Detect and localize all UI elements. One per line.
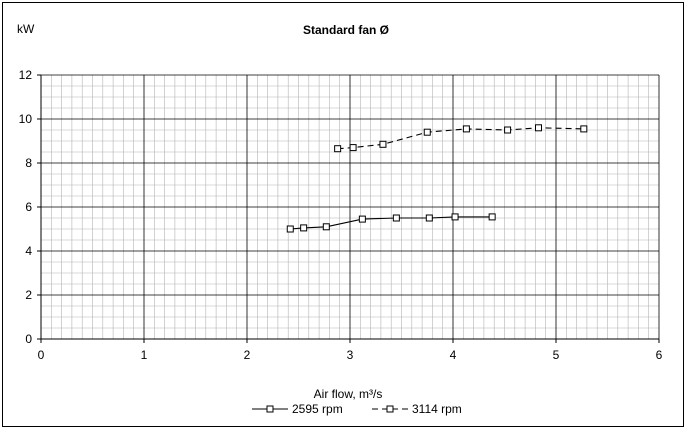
chart-title: Standard fan Ø: [303, 23, 389, 37]
data-point: [286, 225, 294, 233]
x-tick-label: 5: [553, 348, 560, 362]
series-line-2: [337, 127, 584, 150]
y-axis-label: kW: [17, 22, 35, 36]
y-tick-label: 6: [25, 200, 32, 214]
y-tick-label: 8: [25, 156, 32, 170]
x-tick-label: 1: [141, 348, 148, 362]
x-axis-label: Air flow, m³/s: [314, 387, 383, 401]
data-point: [462, 125, 470, 133]
data-point: [504, 126, 512, 134]
series-line-1: [290, 216, 493, 230]
chart-frame: [2, 2, 684, 427]
data-point: [423, 128, 431, 136]
data-point: [334, 145, 342, 153]
x-tick-label: 0: [38, 348, 45, 362]
legend-label-2: 3114 rpm: [412, 402, 462, 416]
data-point: [392, 214, 400, 222]
legend-label-1: 2595 rpm: [292, 402, 343, 416]
data-point: [349, 144, 357, 152]
data-point: [534, 124, 542, 132]
data-point: [379, 140, 387, 148]
data-point: [580, 125, 588, 133]
y-tick-label: 10: [19, 112, 33, 126]
y-tick-label: 0: [25, 332, 32, 346]
y-tick-label: 12: [19, 68, 33, 82]
data-point: [358, 215, 366, 223]
x-tick-label: 4: [450, 348, 457, 362]
legend-marker-1: [266, 405, 274, 413]
data-point: [300, 224, 308, 232]
axes: [37, 74, 660, 343]
y-tick-label: 4: [25, 244, 32, 258]
x-tick-label: 6: [656, 348, 663, 362]
x-tick-label: 2: [244, 348, 251, 362]
series-layer: [286, 124, 588, 233]
data-point: [425, 214, 433, 222]
legend-marker-2: [386, 405, 394, 413]
x-tick-label: 3: [347, 348, 354, 362]
data-point: [322, 223, 330, 231]
data-point: [488, 213, 496, 221]
y-tick-label: 2: [25, 288, 32, 302]
legend: 2595 rpm 3114 rpm: [252, 402, 462, 416]
data-point: [451, 213, 459, 221]
